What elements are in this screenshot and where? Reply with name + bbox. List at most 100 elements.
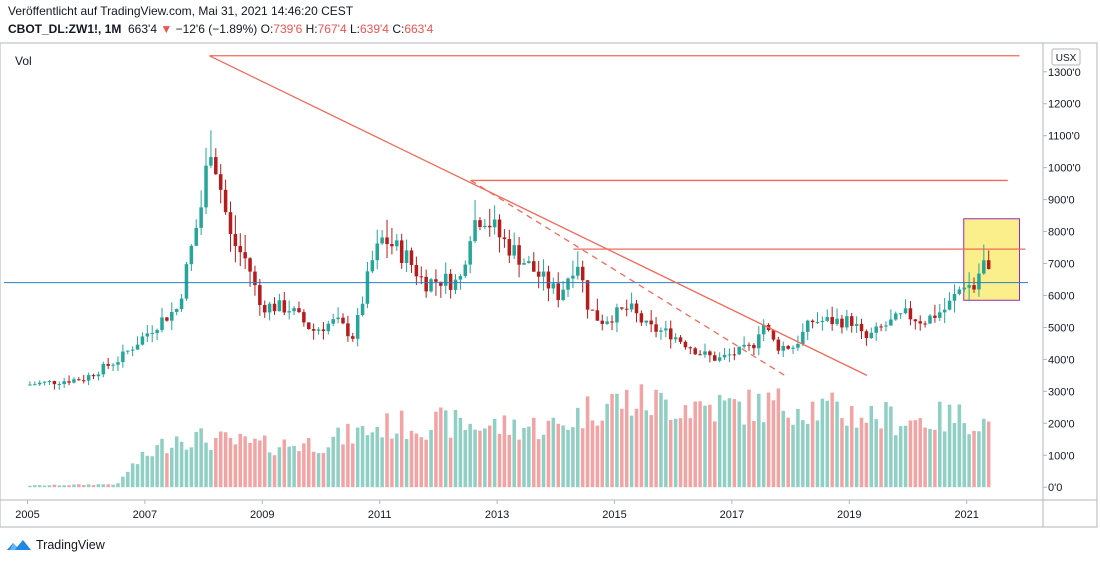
volume-bar xyxy=(448,437,453,488)
volume-bar xyxy=(889,406,893,488)
volume-bar xyxy=(189,447,194,488)
footer-brand: TradingView xyxy=(36,538,105,552)
candle-body xyxy=(507,239,512,256)
volume-bar xyxy=(248,442,252,488)
y-tick-label: 900'0 xyxy=(1048,195,1075,207)
candle-body xyxy=(306,322,311,330)
tradingview-footer[interactable]: TradingView xyxy=(6,538,105,552)
candle-body xyxy=(884,325,888,327)
candle-body xyxy=(986,260,991,270)
candle-body xyxy=(947,300,952,310)
candle-body xyxy=(37,382,42,385)
candle-body xyxy=(218,174,223,190)
volume-bar xyxy=(199,428,203,488)
volume-bar xyxy=(688,418,693,488)
volume-bar xyxy=(160,438,164,488)
candle-body xyxy=(502,237,507,240)
volume-bar xyxy=(732,399,737,488)
candle-body xyxy=(747,344,751,346)
volume-bar xyxy=(277,447,282,488)
volume-bar xyxy=(321,453,326,488)
candle-body xyxy=(605,321,609,324)
volume-bar xyxy=(365,435,370,488)
volume-bar xyxy=(967,434,971,488)
volume-bar xyxy=(801,420,805,488)
volume-bar xyxy=(424,439,428,488)
volume-bar xyxy=(233,444,238,488)
volume-bar xyxy=(727,398,732,488)
candles xyxy=(28,130,991,390)
candle-body xyxy=(629,303,634,310)
high-label: H: xyxy=(305,22,318,36)
candle-body xyxy=(791,347,795,349)
volume-bar xyxy=(179,441,184,488)
candle-body xyxy=(678,337,683,342)
volume-bar xyxy=(982,418,986,488)
volume-bar xyxy=(468,423,472,488)
price-change: −12'6 (−1.89%) xyxy=(175,22,258,36)
candle-body xyxy=(145,333,150,337)
volume-bar xyxy=(111,484,115,488)
candle-body xyxy=(47,381,52,383)
candle-body xyxy=(243,252,247,259)
candle-body xyxy=(683,341,688,348)
volume-bar xyxy=(864,422,869,488)
volume-bar xyxy=(610,394,614,488)
volume-bar xyxy=(478,430,482,488)
candle-body xyxy=(620,307,624,309)
volume-bar xyxy=(346,423,350,488)
volume-bar xyxy=(209,450,213,488)
volume-bar xyxy=(419,437,424,488)
x-tick-label: 2019 xyxy=(837,509,861,521)
volume-bar xyxy=(742,424,746,488)
candle-body xyxy=(42,381,47,383)
low-value: 639'4 xyxy=(359,22,389,36)
volume-bar xyxy=(306,437,311,488)
volume-bar xyxy=(815,420,820,488)
volume-bar xyxy=(57,485,62,488)
volume-bar xyxy=(830,392,834,488)
volume-bar xyxy=(659,392,663,488)
candle-body xyxy=(101,363,106,375)
symbol-name[interactable]: CBOT_DL:ZW1!, 1M xyxy=(8,22,122,36)
candle-body xyxy=(786,346,790,349)
volume-bar xyxy=(165,453,169,488)
candle-body xyxy=(487,225,492,228)
candle-body xyxy=(849,316,854,326)
candle-body xyxy=(331,319,335,324)
candle-body xyxy=(458,276,463,280)
y-tick-label: 800'0 xyxy=(1048,227,1075,239)
y-tick-label: 1100'0 xyxy=(1048,131,1080,143)
candle-body xyxy=(380,237,384,244)
volume-bar xyxy=(737,401,741,488)
volume-bar xyxy=(243,436,247,488)
candle-body xyxy=(272,303,277,312)
volume-bar xyxy=(532,417,536,488)
candle-body xyxy=(703,351,707,355)
candle-body xyxy=(879,326,883,328)
volume-bar xyxy=(541,434,546,488)
volume-bar xyxy=(42,485,47,488)
candle-body xyxy=(928,315,932,324)
volume-bar xyxy=(683,405,688,488)
high-value: 767'4 xyxy=(317,22,347,36)
candle-body xyxy=(287,311,291,313)
candle-body xyxy=(385,237,389,245)
volume-label: Vol xyxy=(15,54,32,68)
volume-bar xyxy=(336,427,340,488)
volume-bar xyxy=(938,401,942,488)
volume-bar xyxy=(556,423,560,488)
candle-body xyxy=(130,349,135,351)
volume-bar xyxy=(370,432,375,488)
volume-bar xyxy=(644,410,649,488)
volume-bar xyxy=(218,431,223,488)
candle-body xyxy=(81,380,86,382)
candle-body xyxy=(942,309,947,313)
candle-body xyxy=(302,312,306,323)
highlight-box xyxy=(963,218,1021,301)
candle-body xyxy=(664,328,668,331)
volume-bar xyxy=(722,400,727,488)
candle-body xyxy=(326,323,331,332)
volume-bar xyxy=(776,388,781,488)
